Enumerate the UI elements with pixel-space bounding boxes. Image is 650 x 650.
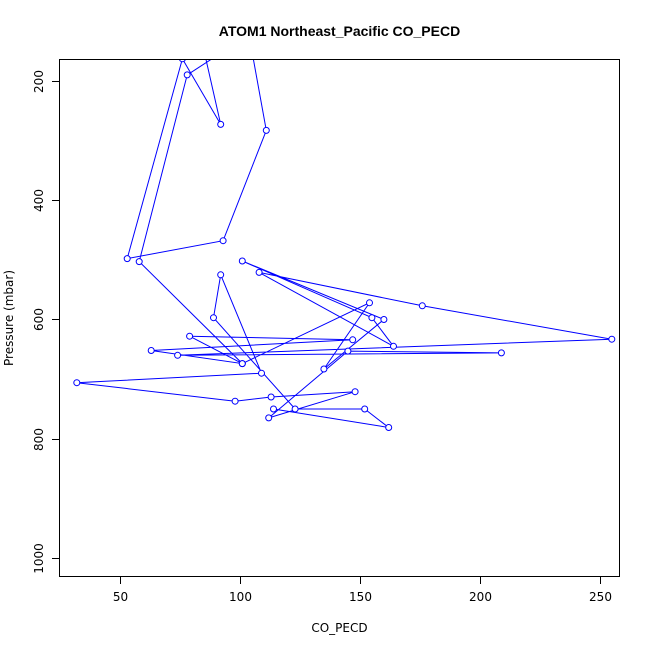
data-point	[231, 397, 239, 405]
data-point	[320, 365, 328, 373]
data-point	[217, 271, 225, 279]
x-tick-label: 100	[229, 590, 252, 604]
y-tick-label: 1000	[32, 543, 46, 574]
y-tick-label: 400	[32, 189, 46, 212]
data-point	[344, 347, 352, 355]
y-axis: 200 400 600 800 1000	[32, 70, 60, 574]
x-axis: 50 100 150 200 250	[113, 576, 612, 604]
data-point	[497, 349, 505, 357]
data-point	[199, 37, 205, 43]
data-point	[385, 424, 393, 431]
data-point	[135, 258, 143, 266]
data-point	[270, 405, 277, 413]
data-point	[418, 302, 426, 310]
data-point	[351, 388, 359, 396]
data-point	[380, 316, 388, 323]
data-point	[123, 255, 131, 263]
data-point	[238, 360, 246, 368]
x-tick-label: 50	[113, 590, 128, 604]
y-tick-label: 600	[32, 308, 46, 331]
data-point	[291, 405, 299, 413]
data-point	[220, 49, 226, 55]
data-point	[217, 120, 225, 128]
data-point	[249, 48, 255, 54]
series-layer	[73, 37, 616, 431]
data-point	[186, 332, 194, 340]
data-point	[258, 369, 265, 377]
data-point	[608, 335, 616, 343]
series-line	[76, 60, 612, 428]
data-point	[368, 314, 376, 322]
data-point	[147, 347, 155, 354]
data-point	[73, 379, 81, 387]
chart-title: ATOM1 Northeast_Pacific CO_PECD	[219, 23, 460, 39]
data-point	[366, 299, 373, 307]
y-axis-label: Pressure (mbar)	[2, 270, 16, 366]
data-point	[262, 126, 270, 134]
data-point	[174, 351, 182, 359]
data-point	[179, 60, 186, 63]
data-point	[390, 342, 397, 350]
x-tick-label: 200	[469, 590, 492, 604]
data-point	[183, 71, 191, 79]
x-tick-label: 150	[349, 590, 372, 604]
data-point	[267, 393, 275, 401]
data-point	[219, 237, 227, 245]
data-point	[265, 414, 273, 422]
x-tick-label: 250	[589, 590, 612, 604]
y-tick-label: 800	[32, 428, 46, 451]
data-point	[238, 257, 246, 265]
x-axis-label: CO_PECD	[311, 621, 367, 635]
data-point	[361, 405, 369, 413]
data-point	[255, 268, 263, 276]
data-point	[349, 336, 357, 344]
y-tick-label: 200	[32, 70, 46, 93]
data-point	[210, 314, 217, 322]
plot-frame	[59, 59, 620, 577]
